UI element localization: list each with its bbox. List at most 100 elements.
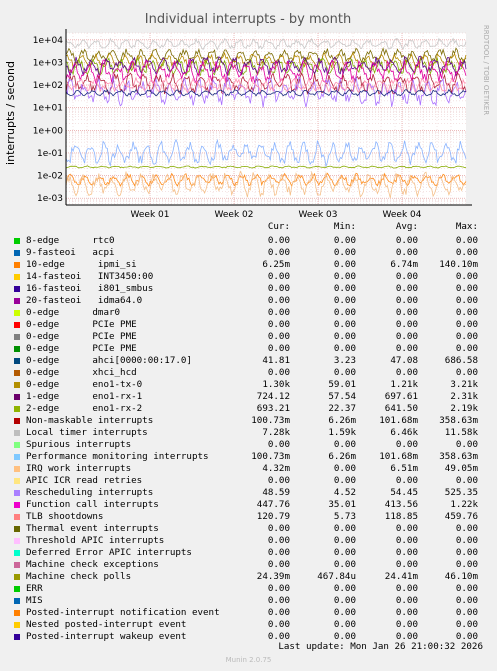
legend-value-avg: 6.74m — [390, 259, 418, 270]
legend-value-cur: 0.00 — [267, 595, 290, 606]
legend-value-cur: 1.30k — [262, 379, 290, 390]
legend-value-max: 0.00 — [455, 559, 478, 570]
legend-value-min: 0.00 — [333, 271, 356, 282]
y-tick-label: 1e-01 — [37, 149, 63, 159]
legend-row: 0-edge ahci[0000:00:17.0] 41.81 3.23 47.08 6… — [0, 355, 497, 367]
legend-value-avg: 24.41m — [384, 571, 418, 582]
legend-value-min: 0.00 — [333, 631, 356, 642]
legend-row: 16-fasteoi i801_smbus 0.00 0.00 0.00 0.00 — [0, 283, 497, 295]
y-tick-label: 1e+03 — [33, 58, 63, 68]
legend-value-avg: 0.00 — [395, 331, 418, 342]
legend-value-avg: 0.00 — [395, 475, 418, 486]
legend-row: 8-edge rtc0 0.00 0.00 0.00 0.00 — [0, 235, 497, 247]
plot-area — [66, 33, 466, 205]
legend-row: 0-edge eno1-tx-0 1.30k 59.01 1.21k 3.21k — [0, 379, 497, 391]
series-line — [65, 37, 467, 51]
legend-row: TLB shootdowns 120.79 5.73 118.85 459.76 — [0, 511, 497, 523]
legend-value-cur: 0.00 — [267, 607, 290, 618]
y-axis-label: interrupts / second — [4, 61, 17, 165]
legend-series-name: 16-fasteoi i801_smbus — [26, 283, 154, 294]
legend-value-max: 0.00 — [455, 535, 478, 546]
legend-value-max: 0.00 — [455, 367, 478, 378]
legend-value-min: 0.00 — [333, 583, 356, 594]
legend-row: 0-edge dmar0 0.00 0.00 0.00 0.00 — [0, 307, 497, 319]
legend-row: Performance monitoring interrupts 100.73m… — [0, 451, 497, 463]
legend-value-max: 459.76 — [444, 511, 478, 522]
legend-swatch — [14, 466, 20, 472]
legend-row: 0-edge PCIe PME 0.00 0.00 0.00 0.00 — [0, 343, 497, 355]
legend-row: Rescheduling interrupts 48.59 4.52 54.45 525… — [0, 487, 497, 499]
legend-series-name: 2-edge eno1-rx-2 — [26, 403, 143, 414]
series-line — [65, 47, 467, 65]
legend-value-avg: 641.50 — [384, 403, 418, 414]
legend-value-cur: 447.76 — [256, 499, 290, 510]
legend-swatch — [14, 586, 20, 592]
legend-swatch — [14, 610, 20, 616]
x-tick-label: Week 02 — [215, 210, 254, 220]
legend-value-cur: 0.00 — [267, 295, 290, 306]
legend-swatch — [14, 370, 20, 376]
legend-value-max: 358.63m — [439, 415, 478, 426]
legend-value-cur: 693.21 — [256, 403, 290, 414]
legend-row: 0-edge xhci_hcd 0.00 0.00 0.00 0.00 — [0, 367, 497, 379]
legend-swatch — [14, 562, 20, 568]
legend-value-avg: 6.46k — [390, 427, 418, 438]
legend-series-name: Non-maskable interrupts — [26, 415, 154, 426]
legend-value-max: 0.00 — [455, 475, 478, 486]
legend-value-max: 0.00 — [455, 547, 478, 558]
legend-series-name: 0-edge xhci_hcd — [26, 367, 137, 378]
legend-value-min: 0.00 — [333, 523, 356, 534]
legend-value-min: 0.00 — [333, 535, 356, 546]
legend-series-name: 0-edge PCIe PME — [26, 343, 137, 354]
legend-value-max: 525.35 — [444, 487, 478, 498]
legend-series-name: Machine check polls — [26, 571, 132, 582]
legend-value-cur: 0.00 — [267, 583, 290, 594]
y-tick-label: 1e+02 — [33, 81, 63, 91]
legend-value-min: 0.00 — [333, 559, 356, 570]
series-line — [65, 75, 467, 108]
legend-value-max: 0.00 — [455, 523, 478, 534]
legend-value-max: 49.05m — [444, 463, 478, 474]
legend-series-name: Threshold APIC interrupts — [26, 535, 165, 546]
legend-value-cur: 7.28k — [262, 427, 290, 438]
legend-value-avg: 47.08 — [390, 355, 418, 366]
series-line — [65, 51, 467, 70]
legend-series-name: 1-edge eno1-rx-1 — [26, 391, 143, 402]
legend-value-avg: 0.00 — [395, 307, 418, 318]
legend-row: Machine check exceptions 0.00 0.00 0.00 0.00 — [0, 559, 497, 571]
legend-row: Spurious interrupts 0.00 0.00 0.00 0.00 — [0, 439, 497, 451]
legend-row: 0-edge PCIe PME 0.00 0.00 0.00 0.00 — [0, 319, 497, 331]
legend-value-avg: 101.68m — [379, 451, 418, 462]
legend-value-avg: 0.00 — [395, 367, 418, 378]
legend-value-min: 0.00 — [333, 619, 356, 630]
legend-value-min: 0.00 — [333, 307, 356, 318]
legend-row: 2-edge eno1-rx-2 693.21 22.37 641.50 2.19k — [0, 403, 497, 415]
legend-value-min: 0.00 — [333, 475, 356, 486]
legend-row: Local timer interrupts 7.28k 1.59k 6.46k 11.… — [0, 427, 497, 439]
legend-swatch — [14, 346, 20, 352]
legend-swatch — [14, 430, 20, 436]
legend-series-name: 0-edge dmar0 — [26, 307, 121, 318]
legend-swatch — [14, 334, 20, 340]
legend-swatch — [14, 526, 20, 532]
rrdtool-credit: RRDTOOL / TOBI OETIKER — [482, 25, 490, 115]
legend-swatch — [14, 478, 20, 484]
x-tick-label: Week 04 — [383, 210, 422, 220]
legend-value-cur: 0.00 — [267, 619, 290, 630]
legend-value-avg: 0.00 — [395, 607, 418, 618]
legend-value-max: 0.00 — [455, 319, 478, 330]
legend-value-cur: 0.00 — [267, 547, 290, 558]
legend-row: Non-maskable interrupts 100.73m 6.26m 101.6… — [0, 415, 497, 427]
series-line — [65, 88, 467, 97]
legend-value-min: 0.00 — [333, 295, 356, 306]
last-update: Last update: Mon Jan 26 21:00:32 2026 — [278, 641, 483, 652]
legend-row: Thermal event interrupts 0.00 0.00 0.00 0.00 — [0, 523, 497, 535]
legend-value-avg: 6.51m — [390, 463, 418, 474]
legend-value-min: 0.00 — [333, 595, 356, 606]
legend-value-avg: 0.00 — [395, 283, 418, 294]
legend-series-name: 0-edge PCIe PME — [26, 331, 137, 342]
legend-value-cur: 0.00 — [267, 367, 290, 378]
legend-series-name: Deferred Error APIC interrupts — [26, 547, 192, 558]
legend-swatch — [14, 442, 20, 448]
legend-value-min: 0.00 — [333, 439, 356, 450]
